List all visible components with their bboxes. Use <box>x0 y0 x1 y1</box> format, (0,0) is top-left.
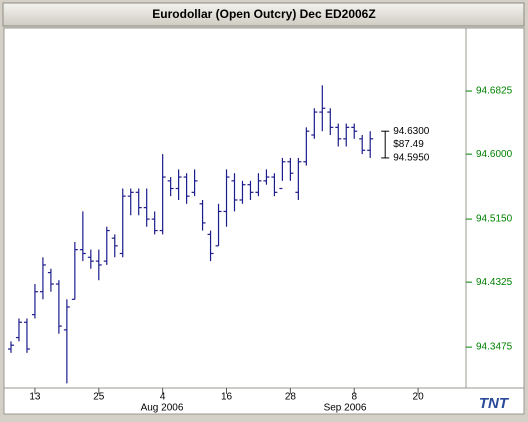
y-tick-label: 94.5150 <box>476 214 513 225</box>
y-tick-label: 94.6000 <box>476 149 513 160</box>
x-tick-label: 25 <box>93 392 105 403</box>
y-tick-label: 94.3475 <box>476 342 513 353</box>
y-tick-label: 94.6825 <box>476 86 513 97</box>
range-label: 94.6300 <box>393 126 430 137</box>
chart-title: Eurodollar (Open Outcry) Dec ED2006Z <box>152 7 375 21</box>
x-tick-label: 4 <box>160 392 166 403</box>
range-label: $87.49 <box>393 139 424 150</box>
x-tick-label: 13 <box>29 392 41 403</box>
y-tick-label: 94.4325 <box>476 277 513 288</box>
x-tick-label: 8 <box>351 392 357 403</box>
x-group-label: Aug 2006 <box>141 403 184 414</box>
y-axis-panel <box>465 27 525 389</box>
logo: TNT <box>479 395 510 412</box>
x-tick-label: 28 <box>285 392 297 403</box>
x-tick-label: 16 <box>221 392 233 403</box>
title-bar <box>2 2 525 27</box>
x-tick-label: 20 <box>413 392 425 403</box>
range-label: 94.5950 <box>393 153 430 164</box>
x-axis-panel <box>3 387 525 415</box>
x-group-label: Sep 2006 <box>324 403 367 414</box>
